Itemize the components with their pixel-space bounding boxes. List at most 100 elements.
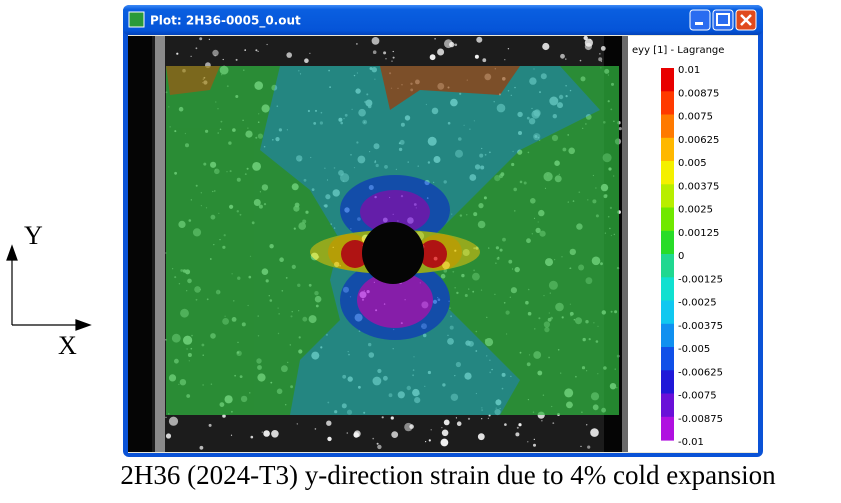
speckle	[409, 424, 414, 429]
color-swatch	[661, 347, 674, 371]
speckle	[390, 416, 394, 420]
speckle	[504, 423, 507, 426]
speckle	[199, 445, 204, 450]
speckle	[391, 431, 399, 438]
speckle	[541, 420, 543, 422]
speckle	[208, 38, 211, 41]
speckle	[516, 426, 519, 429]
speckle	[255, 49, 258, 52]
color-swatch	[661, 254, 674, 278]
x-arrow	[12, 319, 92, 331]
speckle	[580, 445, 582, 447]
legend-label: 0.00875	[678, 88, 719, 99]
speckle	[296, 423, 298, 425]
speckle	[456, 421, 462, 427]
speckle	[507, 48, 510, 50]
legend-label: -0.0075	[678, 391, 717, 402]
photo-edge	[128, 36, 152, 452]
speckle	[467, 417, 471, 420]
speckle	[286, 52, 293, 58]
color-swatch	[661, 137, 674, 162]
speckle	[552, 422, 555, 424]
color-swatch	[661, 161, 674, 185]
speckle	[429, 54, 436, 61]
speckle	[430, 429, 432, 431]
photo-edge	[155, 36, 165, 452]
speckle	[326, 420, 332, 426]
speckle	[208, 423, 212, 427]
speckle	[214, 55, 216, 57]
speckle	[250, 435, 254, 439]
color-swatch	[661, 393, 674, 418]
legend-label: -0.00875	[678, 414, 723, 425]
speckle	[356, 43, 358, 45]
color-swatch	[661, 114, 674, 139]
window-title: Plot: 2H36-0005_0.out	[150, 14, 301, 29]
legend-title: eyy [1] - Lagrange	[632, 45, 724, 56]
speckle	[587, 445, 591, 449]
caption: 2H36 (2024-T3) y-direction strain due to…	[120, 460, 776, 490]
speckle	[244, 49, 246, 51]
legend-label: 0.005	[678, 158, 707, 169]
speckle	[377, 444, 382, 450]
legend-label: 0.00125	[678, 228, 719, 239]
minimize-button[interactable]	[689, 9, 711, 31]
speckle	[381, 416, 384, 419]
speckle	[565, 58, 567, 60]
speckle	[584, 42, 593, 51]
speckle	[383, 51, 387, 55]
legend-label: -0.00375	[678, 321, 723, 332]
legend-label: -0.01	[678, 437, 704, 448]
speckle	[504, 59, 506, 61]
speckle	[309, 52, 311, 55]
speckle	[385, 58, 387, 60]
title-bar	[123, 5, 763, 35]
speckle	[372, 437, 375, 440]
speckle	[527, 441, 529, 443]
speckle	[434, 38, 436, 40]
speckle	[372, 50, 377, 54]
speckle	[327, 436, 332, 442]
speckle	[195, 47, 198, 50]
speckle	[314, 428, 317, 430]
speckle	[257, 50, 259, 53]
speckle	[222, 58, 224, 61]
legend-label: 0.00375	[678, 181, 719, 192]
speckle	[518, 423, 522, 427]
speckle	[586, 424, 588, 426]
color-swatch	[661, 91, 674, 116]
speckle	[376, 442, 379, 445]
legend-label: 0	[678, 251, 684, 262]
speckle	[425, 441, 427, 443]
speckle	[533, 438, 535, 440]
legend-label: 0.0075	[678, 112, 713, 123]
legend-label: 0.00625	[678, 135, 719, 146]
speckle	[392, 50, 394, 53]
speckle	[515, 432, 520, 437]
speckle	[346, 432, 349, 434]
speckle	[437, 48, 445, 56]
speckle	[371, 37, 380, 45]
speckle	[579, 59, 582, 62]
color-swatch	[661, 370, 674, 395]
maximize-icon	[716, 13, 730, 26]
speckle	[165, 416, 167, 419]
color-swatch	[661, 68, 674, 92]
speckle	[476, 36, 483, 43]
speckle	[590, 428, 599, 437]
speckle	[235, 58, 238, 61]
legend-label: -0.00625	[678, 367, 723, 378]
speckle	[263, 430, 270, 437]
color-swatch	[661, 230, 674, 255]
speckle	[481, 418, 483, 420]
x-axis-label: X	[58, 331, 77, 360]
strain-image	[128, 35, 628, 452]
minimize-icon	[695, 22, 703, 25]
speckle	[304, 58, 309, 63]
speckle	[533, 443, 536, 447]
speckle	[168, 416, 179, 426]
speckle	[261, 431, 263, 433]
speckle	[212, 49, 219, 57]
